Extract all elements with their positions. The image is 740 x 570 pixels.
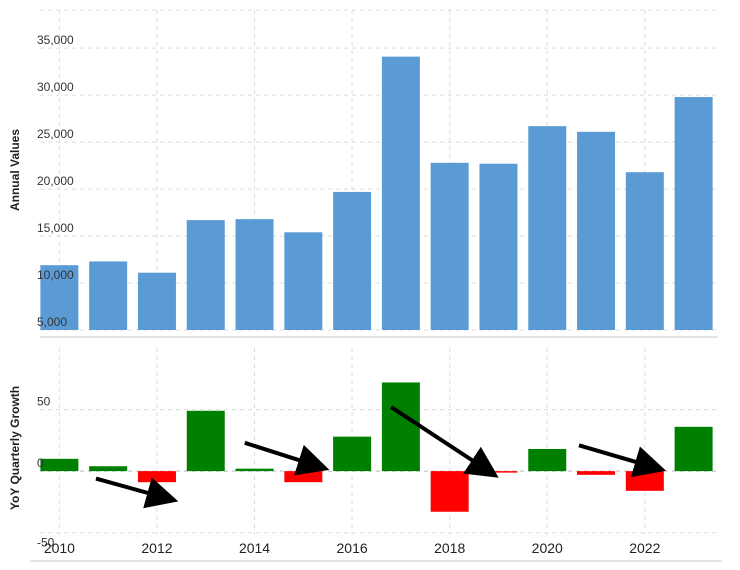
yoy-growth-panel: -50 0 50 YoY Quarterly Growth (8, 348, 718, 550)
growth-bar-positive (528, 448, 567, 472)
growth-grid (40, 348, 718, 535)
annual-bar (381, 56, 420, 331)
annual-bars (40, 56, 713, 331)
annual-bar (235, 219, 274, 330)
annual-y-tick-label: 15,000 (37, 221, 74, 235)
growth-y-ticks: -50 0 50 (37, 395, 55, 550)
x-tick-label: 2014 (239, 540, 270, 556)
annual-bar (137, 272, 176, 330)
growth-y-tick-label: -50 (37, 536, 55, 550)
growth-bar-positive (89, 466, 128, 472)
growth-bar-positive (186, 410, 225, 472)
annual-y-tick-label: 35,000 (37, 33, 74, 47)
annual-values-panel: Annual Values 5,000 10,000 15,000 20,000 25,… (8, 9, 718, 331)
growth-bar-negative (137, 471, 176, 483)
growth-bar-positive (333, 436, 372, 472)
annual-bar (674, 97, 713, 330)
x-tick-label: 2010 (44, 540, 75, 556)
x-tick-label: 2018 (434, 540, 465, 556)
growth-arrows (95, 405, 667, 509)
growth-bar-positive (674, 426, 713, 472)
growth-y-tick-label: 50 (37, 395, 51, 409)
growth-bar-positive (235, 468, 274, 472)
annotation-arrow (95, 476, 179, 509)
annual-bar (479, 163, 518, 330)
annual-y-tick-label: 20,000 (37, 174, 74, 188)
annual-bar (528, 126, 567, 330)
growth-bar-negative (625, 471, 664, 491)
annual-bar (577, 131, 616, 330)
annual-bar (284, 232, 323, 330)
annual-values-axis-title: Annual Values (8, 129, 22, 211)
x-tick-label: 2012 (141, 540, 172, 556)
annotation-arrow (244, 440, 330, 476)
x-tick-label: 2022 (629, 540, 660, 556)
annotation-arrow (390, 405, 499, 478)
annual-bar (89, 261, 128, 330)
x-axis-ticks: 2010 2012 2014 2016 2018 2020 2022 (44, 540, 661, 556)
annual-y-tick-label: 5,000 (37, 315, 67, 329)
growth-bar-negative (284, 471, 323, 483)
annual-bar (333, 191, 372, 330)
growth-bars (40, 382, 713, 512)
growth-bar-positive (381, 382, 420, 472)
growth-bar-negative (430, 471, 469, 512)
growth-bar-positive (40, 458, 79, 472)
growth-bar-negative (577, 471, 616, 475)
growth-y-tick-label: 0 (37, 456, 44, 470)
annual-y-tick-label: 30,000 (37, 80, 74, 94)
annual-y-ticks: 5,000 10,000 15,000 20,000 25,000 30,000 35,00… (37, 33, 74, 329)
annual-bar (625, 172, 664, 330)
annual-bar (430, 162, 469, 330)
x-tick-label: 2020 (532, 540, 563, 556)
annual-bar (40, 265, 79, 330)
x-tick-label: 2016 (337, 540, 368, 556)
yoy-growth-axis-title: YoY Quarterly Growth (8, 386, 22, 510)
annual-y-tick-label: 25,000 (37, 127, 74, 141)
growth-bar-negative (479, 471, 518, 473)
annual-y-tick-label: 10,000 (37, 268, 74, 282)
annual-bar (186, 220, 225, 330)
annotation-arrow (578, 443, 667, 478)
